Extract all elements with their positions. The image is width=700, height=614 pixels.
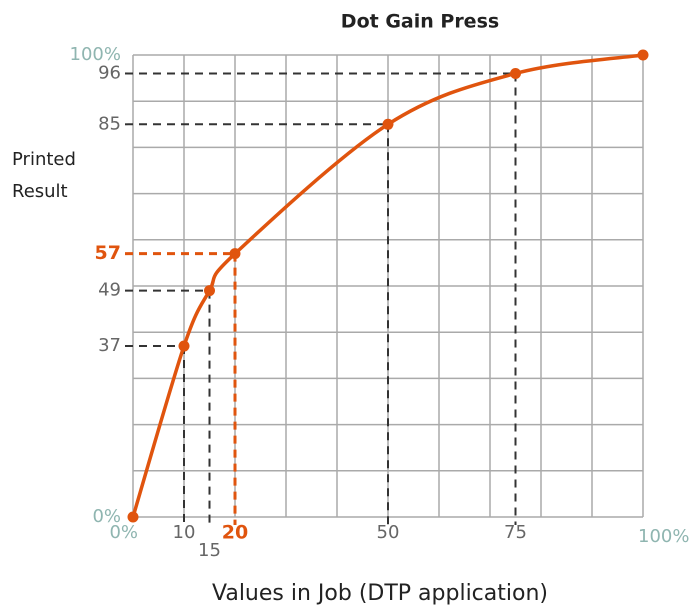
x-value-label: 15 (198, 540, 221, 561)
point (229, 248, 241, 260)
y-value-label: 57 (95, 242, 121, 264)
x-value-label: 50 (377, 522, 400, 543)
point (204, 285, 215, 297)
y-value-label: 49 (98, 280, 121, 301)
point (637, 49, 649, 61)
x-value-label: 100% (638, 526, 689, 547)
y-value-label: 37 (98, 335, 121, 356)
y-value-label: 0% (92, 506, 121, 527)
x-value-label: 20 (222, 522, 248, 544)
y-value-label: 85 (98, 113, 121, 134)
y-value-label: 96 (98, 62, 121, 83)
chart-title: Dot Gain Press (341, 11, 499, 33)
x-value-label: 10 (173, 522, 196, 543)
point (382, 118, 394, 130)
y-axis-label: Result (12, 181, 68, 202)
point (510, 67, 521, 79)
x-value-label: 75 (504, 522, 527, 543)
point (127, 511, 139, 523)
point (178, 340, 190, 352)
x-value-label: 0% (109, 522, 138, 543)
x-axis-label: Values in Job (DTP application) (212, 581, 548, 606)
y-value-label: 100% (70, 44, 121, 65)
y-axis-label: Printed (12, 149, 76, 170)
